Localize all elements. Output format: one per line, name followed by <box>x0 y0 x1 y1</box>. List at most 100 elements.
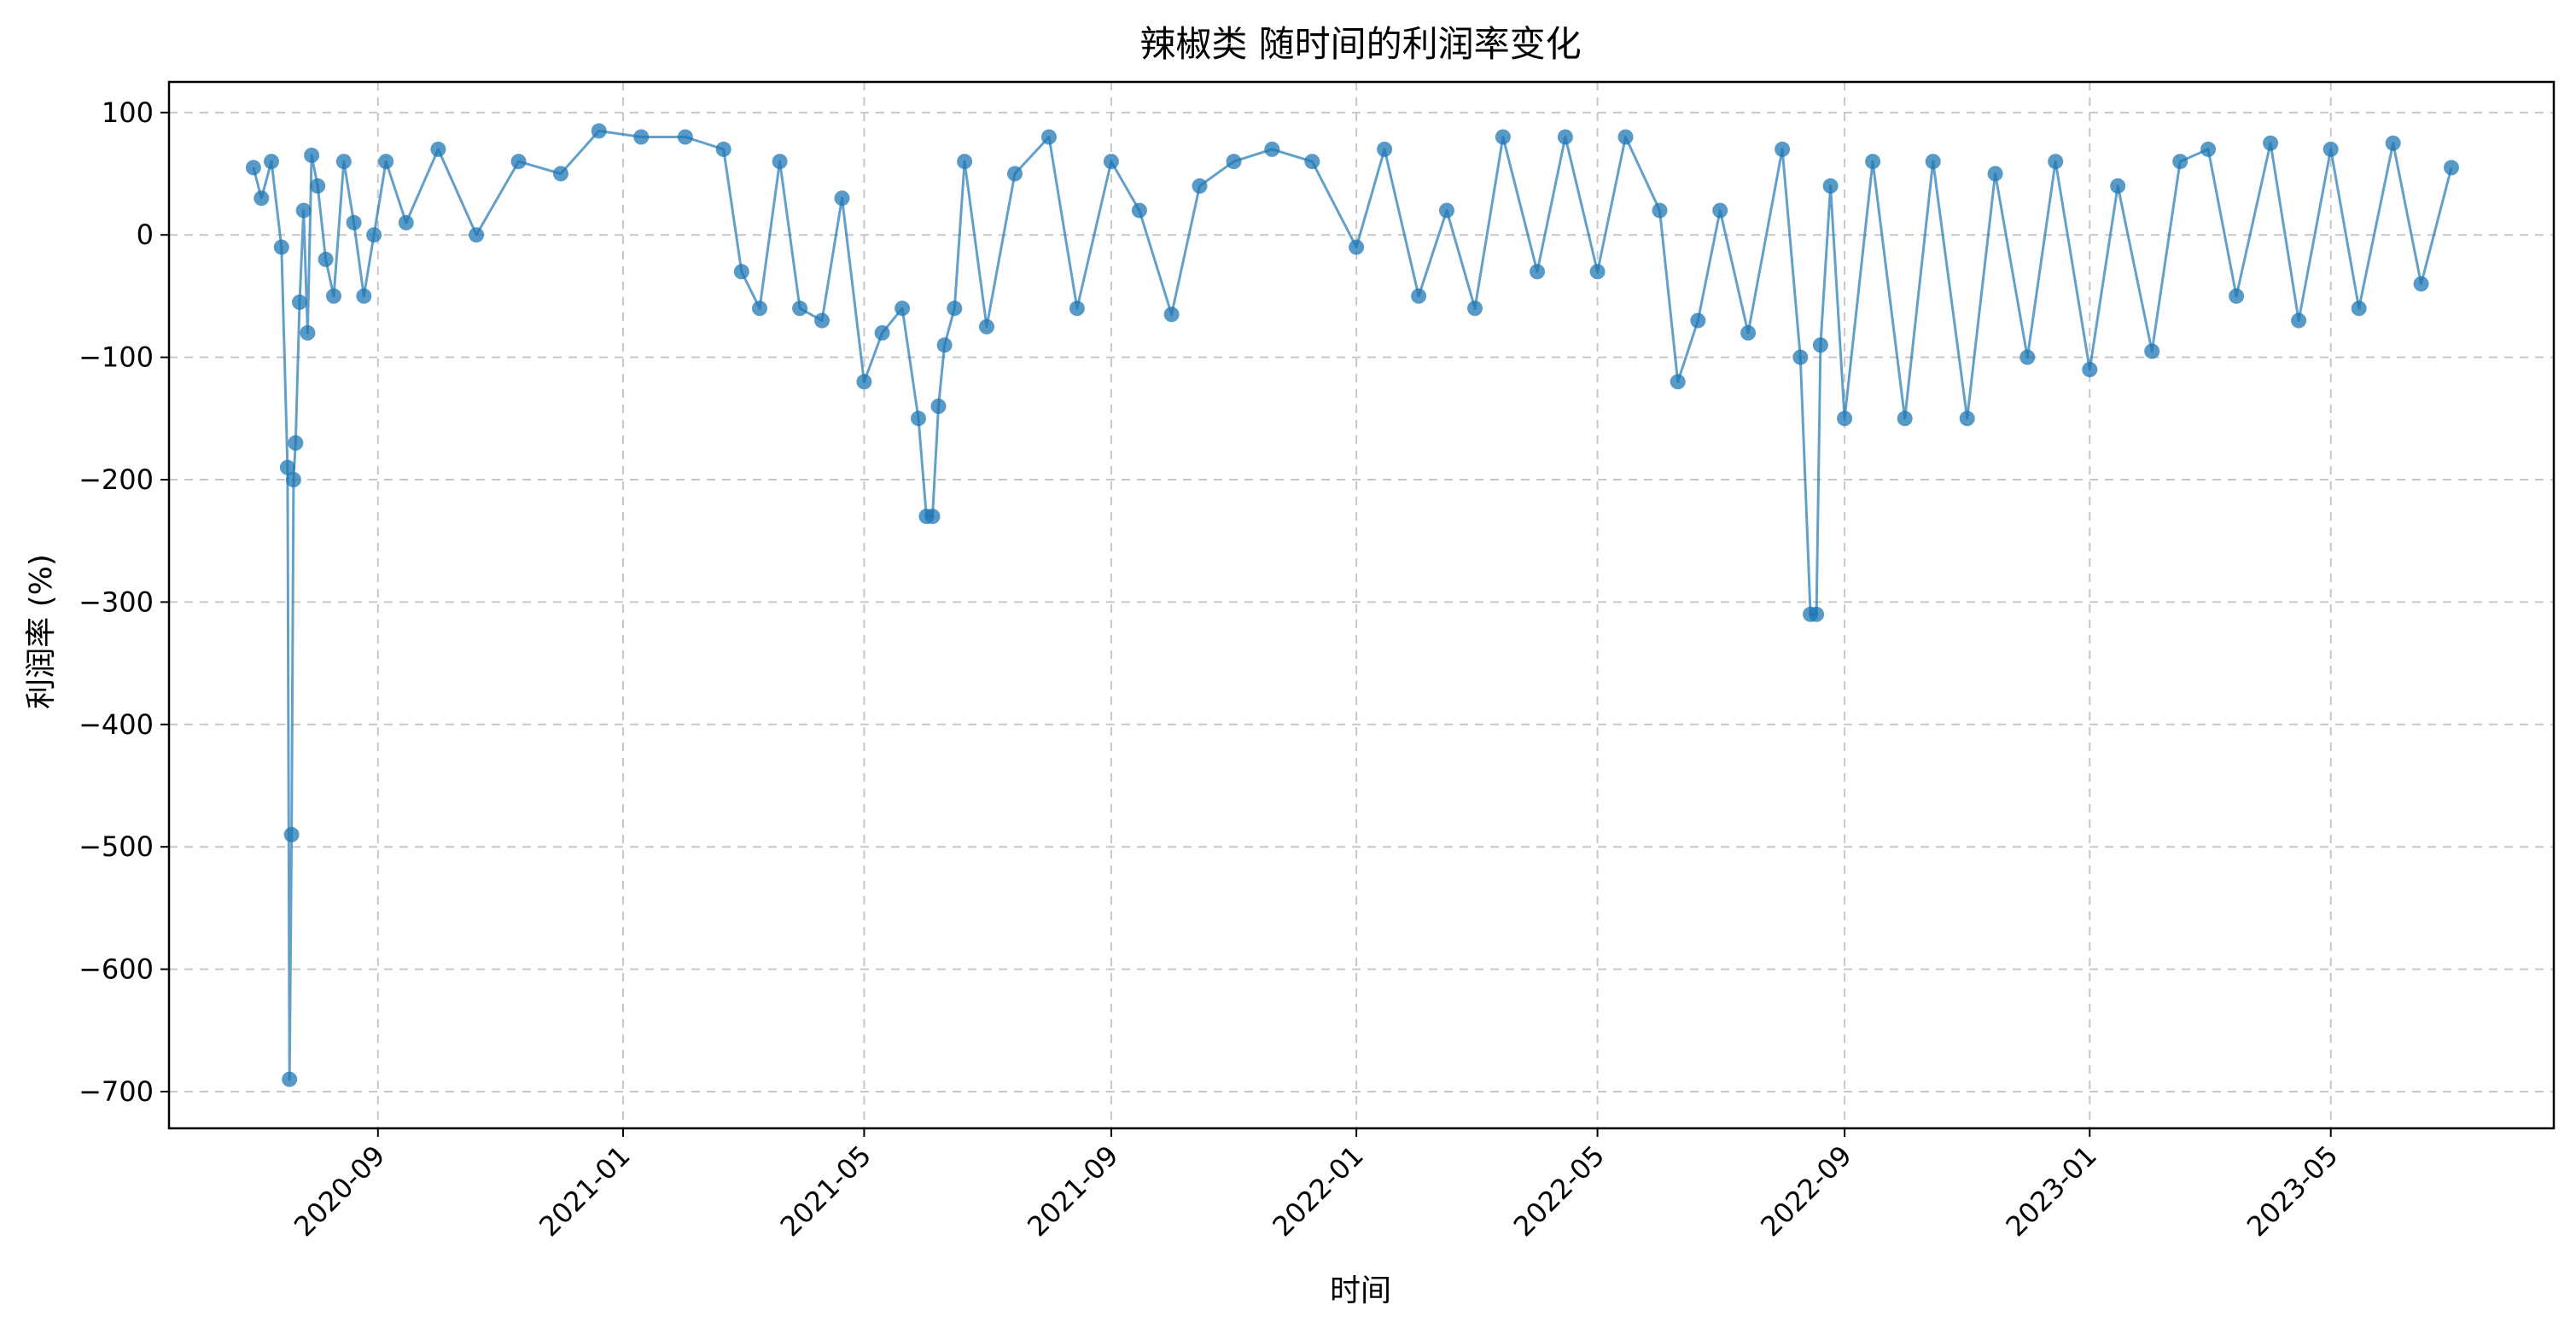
data-point <box>2229 288 2245 304</box>
data-point <box>1792 349 1809 365</box>
data-point <box>326 288 341 304</box>
data-point <box>1812 337 1828 353</box>
data-point <box>2263 135 2279 151</box>
data-point <box>366 227 382 243</box>
data-point <box>591 123 607 139</box>
data-point <box>2019 349 2036 365</box>
data-point <box>2110 178 2126 194</box>
y-tick-label: −100 <box>79 341 154 374</box>
data-point <box>288 435 304 451</box>
data-point <box>1041 129 1057 145</box>
data-point <box>283 826 300 842</box>
data-point <box>895 300 911 317</box>
data-point <box>1467 300 1483 317</box>
data-point <box>2413 276 2429 292</box>
data-point <box>553 166 568 182</box>
data-point <box>715 141 731 157</box>
data-point <box>874 325 890 341</box>
data-point <box>1304 154 1320 170</box>
data-point <box>2291 312 2307 329</box>
data-point <box>1377 141 1393 157</box>
data-point <box>930 399 947 414</box>
data-point <box>304 148 320 163</box>
data-point <box>772 154 788 170</box>
data-point <box>430 141 446 157</box>
data-point <box>510 154 527 170</box>
data-point <box>1987 166 2003 182</box>
data-point <box>2144 343 2160 359</box>
data-point <box>947 300 963 317</box>
data-point <box>1163 306 1180 323</box>
data-point <box>2082 362 2098 377</box>
data-point <box>1809 606 1825 622</box>
y-tick-label: −300 <box>79 585 154 618</box>
data-point <box>834 190 850 207</box>
data-point <box>295 202 312 218</box>
data-point <box>1264 141 1280 157</box>
data-point <box>1652 202 1668 218</box>
y-tick-label: −500 <box>79 830 154 863</box>
y-tick-label: −700 <box>79 1075 154 1108</box>
data-point <box>1712 202 1728 218</box>
chart-title: 辣椒类 随时间的利润率变化 <box>1139 23 1581 65</box>
data-point <box>2444 160 2459 176</box>
data-point <box>1530 264 1545 280</box>
data-point <box>1103 154 1119 170</box>
data-point <box>814 312 830 329</box>
data-point <box>1226 154 1242 170</box>
data-point <box>1837 411 1853 427</box>
data-point <box>2048 154 2064 170</box>
data-point <box>1411 288 1427 304</box>
data-point <box>911 411 926 427</box>
data-point <box>924 509 941 524</box>
data-point <box>1690 312 1706 329</box>
y-tick-label: −600 <box>79 953 154 986</box>
data-point <box>292 294 307 311</box>
plot-frame <box>167 80 2556 1130</box>
data-point <box>1439 202 1454 218</box>
data-point <box>282 1071 298 1087</box>
data-point <box>2385 135 2401 151</box>
data-point <box>2200 141 2217 157</box>
data-point <box>1589 264 1606 280</box>
data-point <box>957 154 973 170</box>
data-point <box>378 154 394 170</box>
data-point <box>1897 411 1913 427</box>
data-point <box>1349 239 1365 255</box>
data-point <box>300 325 316 341</box>
data-point <box>356 288 372 304</box>
data-point <box>398 214 414 230</box>
data-point <box>1822 178 1839 194</box>
data-point <box>1617 129 1634 145</box>
data-point <box>1557 129 1573 145</box>
data-point <box>318 251 334 267</box>
data-point <box>335 154 352 170</box>
data-point <box>792 300 808 317</box>
data-point <box>1192 178 1208 194</box>
data-point <box>310 178 326 194</box>
data-point <box>633 129 650 145</box>
data-point <box>1775 141 1791 157</box>
data-point <box>285 472 301 487</box>
data-point <box>264 154 279 170</box>
data-point <box>273 239 289 255</box>
data-point <box>979 318 994 335</box>
data-point <box>1007 166 1023 182</box>
data-point <box>1069 300 1085 317</box>
data-point <box>1131 202 1147 218</box>
data-point <box>1495 129 1511 145</box>
data-point <box>1925 154 1941 170</box>
data-point <box>1740 325 1757 341</box>
y-tick-label: −400 <box>79 708 154 741</box>
data-point <box>254 190 270 207</box>
data-point <box>469 227 485 243</box>
data-point <box>936 337 953 353</box>
data-point <box>279 459 295 475</box>
data-point <box>677 129 693 145</box>
y-tick-label: 0 <box>137 218 154 251</box>
x-axis-label: 时间 <box>1330 1273 1391 1308</box>
data-point <box>1670 374 1686 390</box>
data-layer <box>245 123 2459 1087</box>
